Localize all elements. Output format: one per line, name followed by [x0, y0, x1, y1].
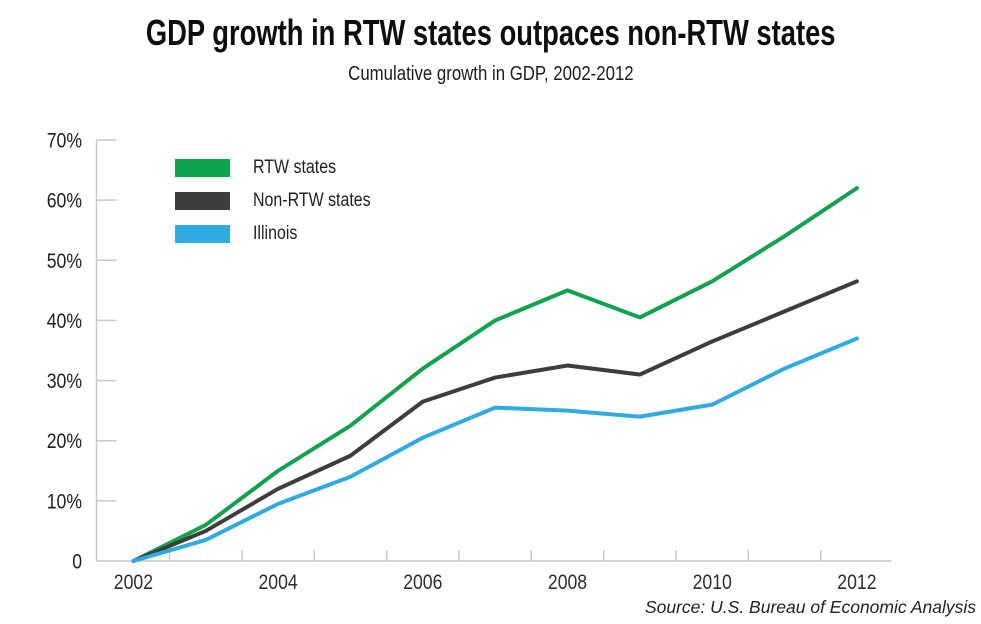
- legend-swatch: [175, 225, 230, 243]
- y-tick-label: 40%: [47, 310, 82, 334]
- series-line-non-rtw-states: [131, 279, 859, 563]
- legend-label: Non-RTW states: [253, 190, 371, 211]
- x-tick-label: 2004: [258, 571, 297, 595]
- chart-subtitle: Cumulative growth in GDP, 2002-2012: [0, 62, 981, 86]
- source-note-text: Source: U.S. Bureau of Economic Analysis: [644, 597, 976, 617]
- page-title-text: GDP growth in RTW states outpaces non-RT…: [145, 12, 836, 53]
- legend-item: Illinois: [175, 223, 393, 244]
- x-tick-label: 2010: [693, 571, 732, 595]
- x-tick-label: 2002: [114, 571, 153, 595]
- chart-subtitle-text: Cumulative growth in GDP, 2002-2012: [347, 63, 634, 85]
- y-tick-label: 10%: [47, 490, 82, 514]
- x-tick-label: 2012: [837, 571, 876, 595]
- series-line-rtw-states: [131, 186, 859, 563]
- source-note: Source: U.S. Bureau of Economic Analysis: [645, 597, 976, 618]
- legend-item: RTW states: [175, 157, 393, 178]
- x-tick-label: 2008: [548, 571, 587, 595]
- x-tick-label: 2006: [403, 571, 442, 595]
- y-tick-label: 60%: [47, 189, 82, 213]
- y-tick-label: 30%: [47, 370, 82, 394]
- legend-label: Illinois: [253, 223, 298, 244]
- y-tick-label: 70%: [47, 129, 82, 153]
- y-tick-label: 50%: [47, 249, 82, 273]
- y-tick-label: 20%: [47, 430, 82, 454]
- series-line-illinois: [131, 336, 859, 563]
- legend: RTW states Non-RTW states Illinois: [175, 157, 393, 258]
- legend-label: RTW states: [253, 157, 337, 178]
- page-title: GDP growth in RTW states outpaces non-RT…: [0, 11, 981, 54]
- legend-swatch: [175, 159, 230, 177]
- y-tick-label: 0: [72, 550, 82, 574]
- legend-item: Non-RTW states: [175, 190, 393, 211]
- legend-swatch: [175, 192, 230, 210]
